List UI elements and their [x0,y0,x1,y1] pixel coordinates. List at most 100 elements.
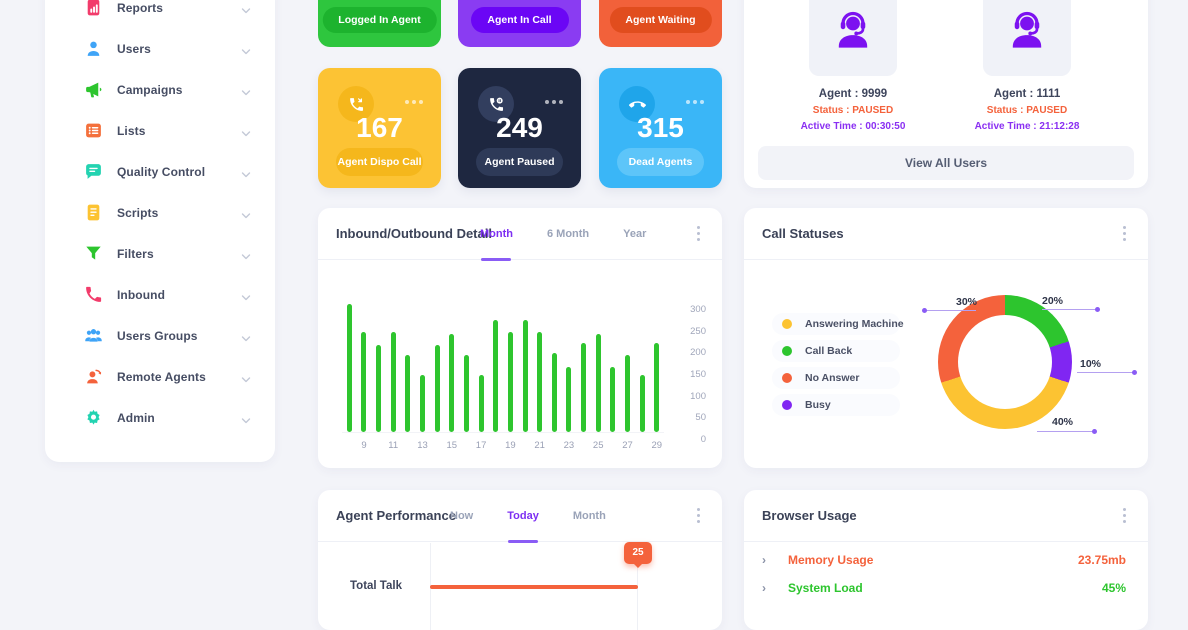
usage-value: 23.75mb [1077,553,1126,567]
kebab-menu-icon[interactable] [1119,502,1130,529]
sidebar-item-label: Remote Agents [117,369,206,384]
stat-card-value: 249 [496,112,543,143]
stat-card-dead-agents: 315 Dead Agents [599,68,722,188]
bar-slot [459,303,474,432]
users-icon [83,39,103,59]
bar-day-24 [581,343,587,432]
bar-day-8 [346,304,352,432]
ellipsis-menu-icon[interactable] [405,100,423,104]
legend-label: Answering Machine [805,318,904,330]
legend-dot [782,346,792,356]
bar-day-27 [624,355,630,432]
chevron-down-icon[interactable] [241,167,251,177]
x-tick-label: 19 [505,440,516,451]
sidebar-item-label: Scripts [117,205,159,220]
bar-day-20 [522,320,528,432]
sidebar-item-scripts[interactable]: Scripts [45,192,275,233]
phone-dead-icon [619,86,655,122]
legend-item-no-answer[interactable]: No Answer [772,367,900,389]
panel-title: Browser Usage [762,508,857,523]
agent-info: Agent : 9999 Status : PAUSED Active Time :… [765,88,941,132]
bar-day-14 [434,345,440,432]
bar-day-21 [537,332,543,432]
bar-day-16 [463,355,469,432]
bar-slot [444,303,459,432]
legend-item-busy[interactable]: Busy [772,394,900,416]
tab-bar: Now Today Month [450,490,606,542]
donut-legend: Answering Machine Call Back No Answer Busy [772,313,904,421]
sidebar-item-label: Inbound [117,287,166,302]
chevron-down-icon[interactable] [241,331,251,341]
sidebar-item-label: Reports [117,0,164,15]
stat-card-value: 315 [637,112,684,143]
sidebar-item-lists[interactable]: Lists [45,110,275,151]
chevron-down-icon[interactable] [241,85,251,95]
tab-month[interactable]: Month [572,510,606,522]
panel-title: Call Statuses [762,226,844,241]
ellipsis-menu-icon[interactable] [686,100,704,104]
bar-day-22 [551,353,557,432]
sidebar-item-filters[interactable]: Filters [45,233,275,274]
y-tick-label: 250 [690,325,706,337]
value-tooltip: 25 [624,542,652,564]
bar-slot [488,303,503,432]
sidebar-item-quality-control[interactable]: Quality Control [45,151,275,192]
sidebar-item-remote-agents[interactable]: Remote Agents [45,356,275,397]
kebab-menu-icon[interactable] [1119,220,1130,247]
chevron-down-icon[interactable] [241,372,251,382]
tab-month[interactable]: Month [480,208,513,260]
sidebar: Reports Users Campaigns Lists Quality Contro… [45,0,275,462]
sidebar-item-inbound[interactable]: Inbound [45,274,275,315]
bar-slot [357,303,372,432]
remote-agents-icon [83,367,103,387]
users-groups-icon [83,326,103,346]
tab-year[interactable]: Year [623,228,647,240]
stat-card-value: 167 [356,112,403,143]
panel-header: Call Statuses [744,208,1148,260]
kebab-menu-icon[interactable] [693,502,704,529]
view-all-users-button[interactable]: View All Users [758,146,1134,180]
bar-day-15 [449,334,455,432]
bar-day-29 [654,343,660,432]
x-tick-label [547,440,562,451]
bar-slot [342,303,357,432]
bar-chart-x-axis: 9 11 13 15 17 19 21 23 25 27 29 [342,440,664,451]
usage-row-memory-usage[interactable]: › Memory Usage 23.75mb [762,552,1126,568]
chevron-down-icon[interactable] [241,413,251,423]
legend-dot [782,400,792,410]
tab-now[interactable]: Now [450,510,474,522]
legend-item-answering-machine[interactable]: Answering Machine [772,313,904,335]
chevron-down-icon[interactable] [241,249,251,259]
performance-bar [430,585,638,589]
sidebar-item-users-groups[interactable]: Users Groups [45,315,275,356]
x-tick-label: 17 [475,440,487,451]
chevron-down-icon[interactable] [241,290,251,300]
x-tick-label [401,440,416,451]
x-tick-label [488,440,503,451]
sidebar-item-reports[interactable]: Reports [45,0,275,28]
sidebar-item-label: Filters [117,246,154,261]
legend-item-call-back[interactable]: Call Back [772,340,900,362]
tab-today[interactable]: Today [507,490,539,542]
usage-row-system-load[interactable]: › System Load 45% [762,580,1126,596]
sidebar-item-campaigns[interactable]: Campaigns [45,69,275,110]
tab-6-month[interactable]: 6 Month [546,228,590,240]
admin-icon [83,408,103,428]
x-tick-label: 27 [622,440,633,451]
bar-slot [606,303,621,432]
stat-card-label: Agent Dispo Call [336,148,423,176]
chevron-right-icon[interactable]: › [762,581,766,595]
x-tick-label [459,440,474,451]
sidebar-item-admin[interactable]: Admin [45,397,275,438]
sidebar-item-users[interactable]: Users [45,28,275,69]
chevron-down-icon[interactable] [241,126,251,136]
ellipsis-menu-icon[interactable] [545,100,563,104]
chevron-down-icon[interactable] [241,208,251,218]
chevron-down-icon[interactable] [241,3,251,13]
bar-day-19 [507,332,513,432]
bar-slot [503,303,518,432]
chevron-right-icon[interactable]: › [762,553,766,567]
legend-label: Busy [805,399,831,411]
kebab-menu-icon[interactable] [693,220,704,247]
chevron-down-icon[interactable] [241,44,251,54]
